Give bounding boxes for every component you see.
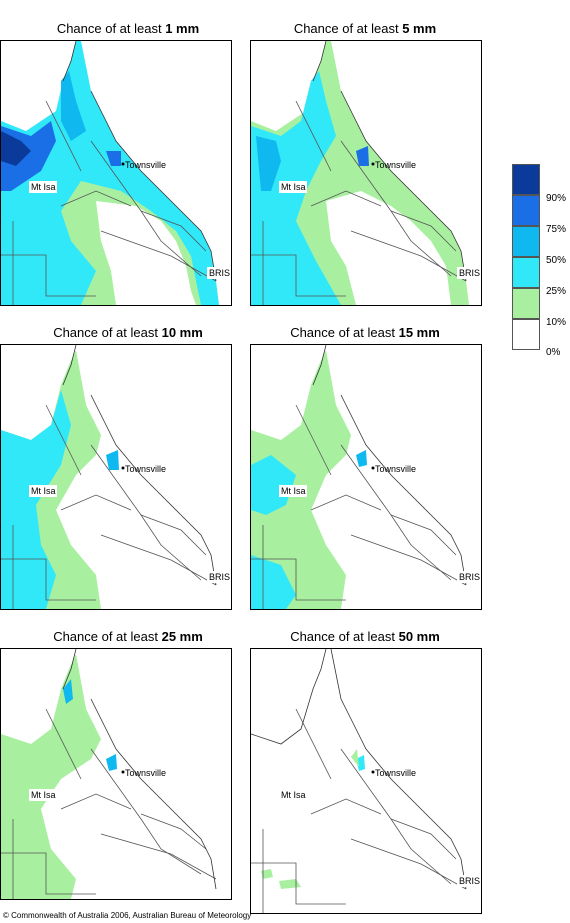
mtisa-label: Mt Isa (31, 790, 56, 800)
rainfall-map: Townsville Mt Isa BRIS (0, 344, 232, 610)
legend-label-0: 0% (546, 347, 561, 358)
bris-label: BRIS (459, 268, 480, 278)
rainfall-map: Townsville Mt Isa (0, 648, 232, 900)
mtisa-label: Mt Isa (31, 486, 56, 496)
panel-title: Chance of at least 1 mm (56, 21, 200, 36)
legend-label-25: 25% (546, 286, 567, 297)
townsville-label: Townsville (375, 160, 416, 170)
townsville-label: Townsville (375, 464, 416, 474)
bris-label: BRIS (209, 572, 230, 582)
legend-swatch-75 (512, 195, 540, 226)
mtisa-label: Mt Isa (281, 486, 306, 496)
legend-swatch-50 (512, 226, 540, 257)
mtisa-label: Mt Isa (281, 182, 306, 192)
rainfall-map: Townsville Mt Isa BRIS (250, 344, 482, 610)
copyright-footer: © Commonwealth of Australia 2006, Austra… (3, 911, 252, 920)
rainfall-map: Townsville Mt Isa BRIS (0, 40, 232, 306)
panel-title: Chance of at least 15 mm (290, 325, 440, 340)
panel-title: Chance of at least 5 mm (293, 21, 437, 36)
panel-title: Chance of at least 25 mm (53, 629, 203, 644)
legend-swatch-90 (512, 164, 540, 195)
rainfall-map: Townsville Mt Isa BRIS (250, 648, 482, 914)
townsville-label: Townsville (125, 464, 166, 474)
townsville-label: Townsville (125, 768, 166, 778)
legend-label-75: 75% (546, 224, 567, 235)
legend-label-10: 10% (546, 317, 567, 328)
bris-label: BRIS (459, 572, 480, 582)
townsville-label: Townsville (375, 768, 416, 778)
panel-title: Chance of at least 10 mm (53, 325, 203, 340)
legend-swatch-25 (512, 257, 540, 288)
rainfall-map: Townsville Mt Isa BRIS (250, 40, 482, 306)
panel-title: Chance of at least 50 mm (290, 629, 440, 644)
bris-label: BRIS (459, 876, 480, 886)
townsville-label: Townsville (125, 160, 166, 170)
bris-label: BRIS (209, 268, 230, 278)
legend-swatch-10 (512, 288, 540, 319)
mtisa-label: Mt Isa (281, 790, 306, 800)
mtisa-label: Mt Isa (31, 182, 56, 192)
legend-label-50: 50% (546, 255, 567, 266)
legend-label-90: 90% (546, 193, 567, 204)
legend-swatch-0 (512, 319, 540, 350)
